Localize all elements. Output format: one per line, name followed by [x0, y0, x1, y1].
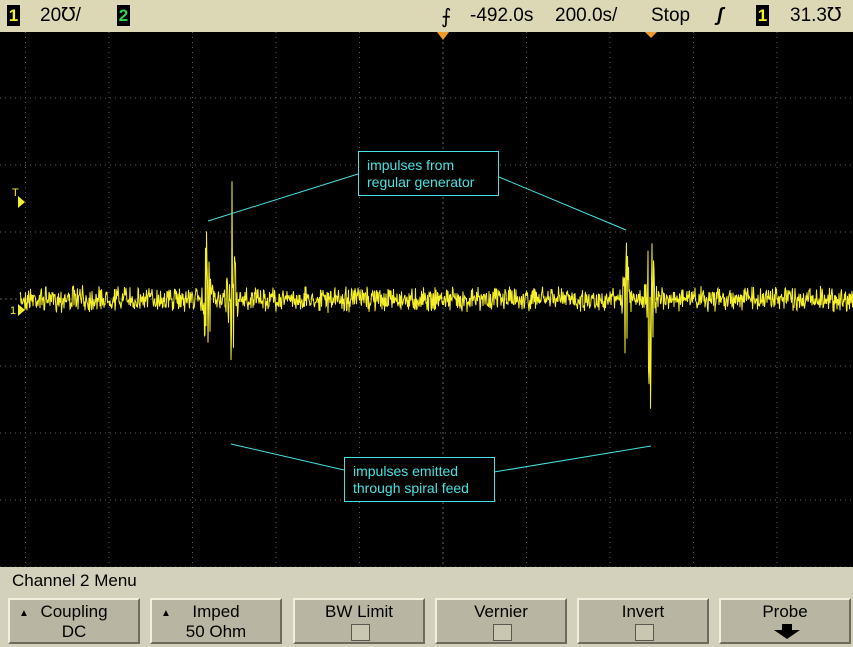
time-delay[interactable]: -492.0s — [470, 5, 534, 26]
vernier-checkbox[interactable] — [493, 624, 512, 641]
softkey-menu: Channel 2 Menu ▲ Coupling DC ▲ Imped 50 … — [0, 567, 853, 647]
channel-1-trace — [19, 181, 853, 409]
selector-arrow-icon: ▲ — [19, 608, 29, 619]
vernier-label: Vernier — [474, 602, 528, 621]
impedance-value: 50 Ohm — [185, 622, 247, 641]
channel-1-indicator[interactable]: 1 — [7, 5, 20, 26]
bw-limit-checkbox[interactable] — [351, 624, 370, 641]
annotation-spiral-line-2: through spiral feed — [353, 480, 469, 496]
probe-softkey[interactable]: Probe — [719, 598, 851, 644]
channel-1-ground-label: 1 — [10, 305, 16, 317]
bw-limit-label: BW Limit — [325, 602, 393, 621]
trigger-source-indicator[interactable]: 1 — [756, 5, 769, 26]
invert-softkey[interactable]: Invert — [577, 598, 709, 644]
rising-edge-icon: ʃ — [717, 5, 724, 26]
annotation-generator-line-1: impulses from — [367, 157, 455, 173]
coupling-softkey[interactable]: ▲ Coupling DC — [8, 598, 140, 644]
vernier-softkey[interactable]: Vernier — [435, 598, 567, 644]
channel-2-indicator[interactable]: 2 — [117, 5, 130, 26]
trigger-position-marker[interactable] — [645, 32, 657, 38]
trigger-level-marker[interactable] — [18, 196, 25, 208]
bw-limit-softkey[interactable]: BW Limit — [293, 598, 425, 644]
menu-title: Channel 2 Menu — [12, 571, 137, 590]
annotation-spiral-line-1: impulses emitted — [353, 463, 459, 479]
impedance-label: Imped — [192, 602, 240, 621]
waveform-screen: T 1 impulses from regular generator impu… — [0, 32, 853, 567]
spiral-leader-left — [230, 443, 345, 471]
time-scale[interactable]: 200.0s/ — [555, 5, 618, 26]
spiral-leader-right — [493, 445, 652, 473]
annotation-generator-line-2: regular generator — [367, 174, 475, 190]
time-reference-icon: ⨍ — [441, 6, 452, 28]
selector-arrow-icon: ▲ — [161, 608, 171, 619]
submenu-down-arrow-icon — [774, 624, 800, 639]
graticule: T 1 — [0, 32, 853, 567]
annotation-generator-box: impulses from regular generator — [358, 151, 499, 196]
invert-checkbox[interactable] — [635, 624, 654, 641]
generator-leader-left — [207, 173, 359, 222]
impedance-softkey[interactable]: ▲ Imped 50 Ohm — [150, 598, 282, 644]
time-reference-marker[interactable] — [437, 32, 449, 40]
run-state[interactable]: Stop — [651, 5, 691, 26]
trigger-level-label: T — [12, 187, 19, 199]
channel-1-ground-marker[interactable] — [18, 304, 25, 316]
coupling-label: Coupling — [40, 602, 108, 621]
generator-leader-right — [498, 176, 627, 231]
status-bar: 1 20℧/ 2 ⨍ -492.0s 200.0s/ Stop ʃ 1 31.3… — [0, 0, 853, 32]
annotation-spiral-box: impulses emitted through spiral feed — [344, 457, 495, 502]
probe-label: Probe — [762, 602, 808, 621]
channel-1-scale[interactable]: 20℧/ — [40, 5, 81, 26]
trigger-level[interactable]: 31.3℧ — [790, 5, 842, 26]
coupling-value: DC — [61, 622, 87, 641]
invert-label: Invert — [621, 602, 665, 621]
